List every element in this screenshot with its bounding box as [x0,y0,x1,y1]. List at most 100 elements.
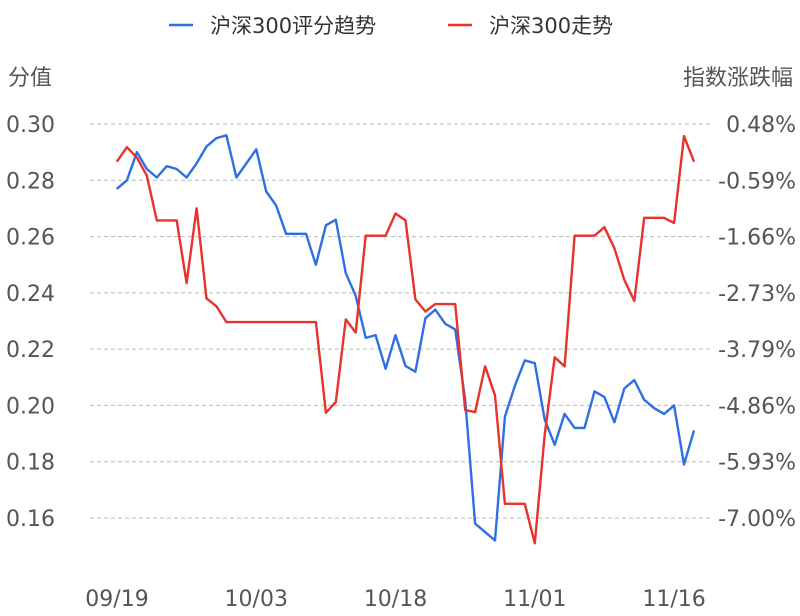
data-point [126,179,128,182]
data-point [693,160,695,163]
data-point [255,148,258,151]
data-point [494,394,496,397]
left-tick-label: 0.24 [6,282,55,307]
data-point [195,162,198,165]
legend-label-score: 沪深300评分趋势 [210,14,376,38]
right-tick-label: -5.93% [718,451,796,476]
data-point [424,317,427,320]
data-point [394,334,397,336]
legend: 沪深300评分趋势 沪深300走势 [169,14,613,38]
data-point [275,321,278,323]
data-point [683,135,685,137]
data-point [563,365,566,368]
series-index [116,134,696,545]
data-point [454,328,457,331]
data-point [185,282,188,284]
data-point [165,219,168,222]
data-point [613,421,616,424]
data-point [583,427,586,429]
series-line [116,134,696,545]
data-point [285,233,287,235]
data-point [235,176,238,179]
data-point [504,415,506,418]
data-point [593,390,596,393]
data-point [573,234,576,237]
data-point [663,413,665,415]
data-point [215,137,218,139]
data-point [156,219,158,222]
data-point [364,234,367,237]
data-point [185,176,188,179]
right-tick-label: -1.66% [718,226,796,251]
data-point [325,224,327,227]
left-tick-label: 0.18 [6,451,55,476]
data-point [484,365,486,368]
data-point [255,321,258,323]
data-point [504,503,506,505]
gridlines [90,123,712,519]
data-point [633,379,636,381]
data-point [454,303,457,305]
data-point [524,503,526,505]
data-point [136,151,138,153]
data-point [126,146,128,148]
data-point [563,413,566,415]
data-point [434,303,437,305]
data-point [215,305,218,308]
left-axis-title: 分值 [8,66,52,91]
data-point [414,298,417,301]
data-point [116,160,118,163]
data-point [593,234,596,237]
data-point [404,219,407,222]
series-line [116,134,696,542]
data-point [643,217,645,219]
left-tick-label: 0.22 [6,338,55,363]
left-tick-label: 0.30 [6,113,55,138]
x-tick-label: 10/03 [225,587,288,612]
data-point [136,156,138,159]
data-point [444,303,447,305]
data-point [394,212,397,215]
data-point [295,233,297,235]
data-point [653,407,655,410]
data-point [245,162,248,165]
data-point [345,318,347,321]
legend-label-index: 沪深300走势 [489,14,613,38]
x-axis-ticks: 09/19 10/03 10/18 11/01 11/16 [85,587,705,612]
data-point [195,207,198,210]
data-point [514,503,516,505]
right-axis-ticks: 0.48% -0.59% -1.66% -2.73% -3.79% -4.86% -5.93… [718,113,796,532]
data-point [165,165,168,167]
data-point [404,365,407,367]
data-point [245,321,248,323]
data-point [315,263,317,266]
data-point [265,190,268,193]
data-point [613,247,616,250]
data-point [175,219,178,222]
data-point [653,217,655,219]
data-point [623,387,626,390]
data-point [534,542,536,545]
data-point [285,321,287,323]
data-point [673,404,675,407]
data-point [205,145,208,148]
data-point [146,168,148,170]
data-point [414,370,417,373]
left-tick-label: 0.28 [6,169,55,194]
data-point [315,321,317,323]
data-point [484,531,486,533]
right-tick-label: 0.48% [726,113,796,138]
data-point [573,427,576,429]
data-point [345,272,347,275]
data-point [464,409,467,411]
data-point [116,187,118,190]
data-point [663,217,665,219]
data-point [335,401,337,403]
data-point [384,368,387,370]
data-point [175,168,178,170]
left-tick-label: 0.26 [6,226,55,251]
data-point [534,362,536,365]
data-point [146,174,148,177]
right-axis-title: 指数涨跌幅 [683,66,793,91]
